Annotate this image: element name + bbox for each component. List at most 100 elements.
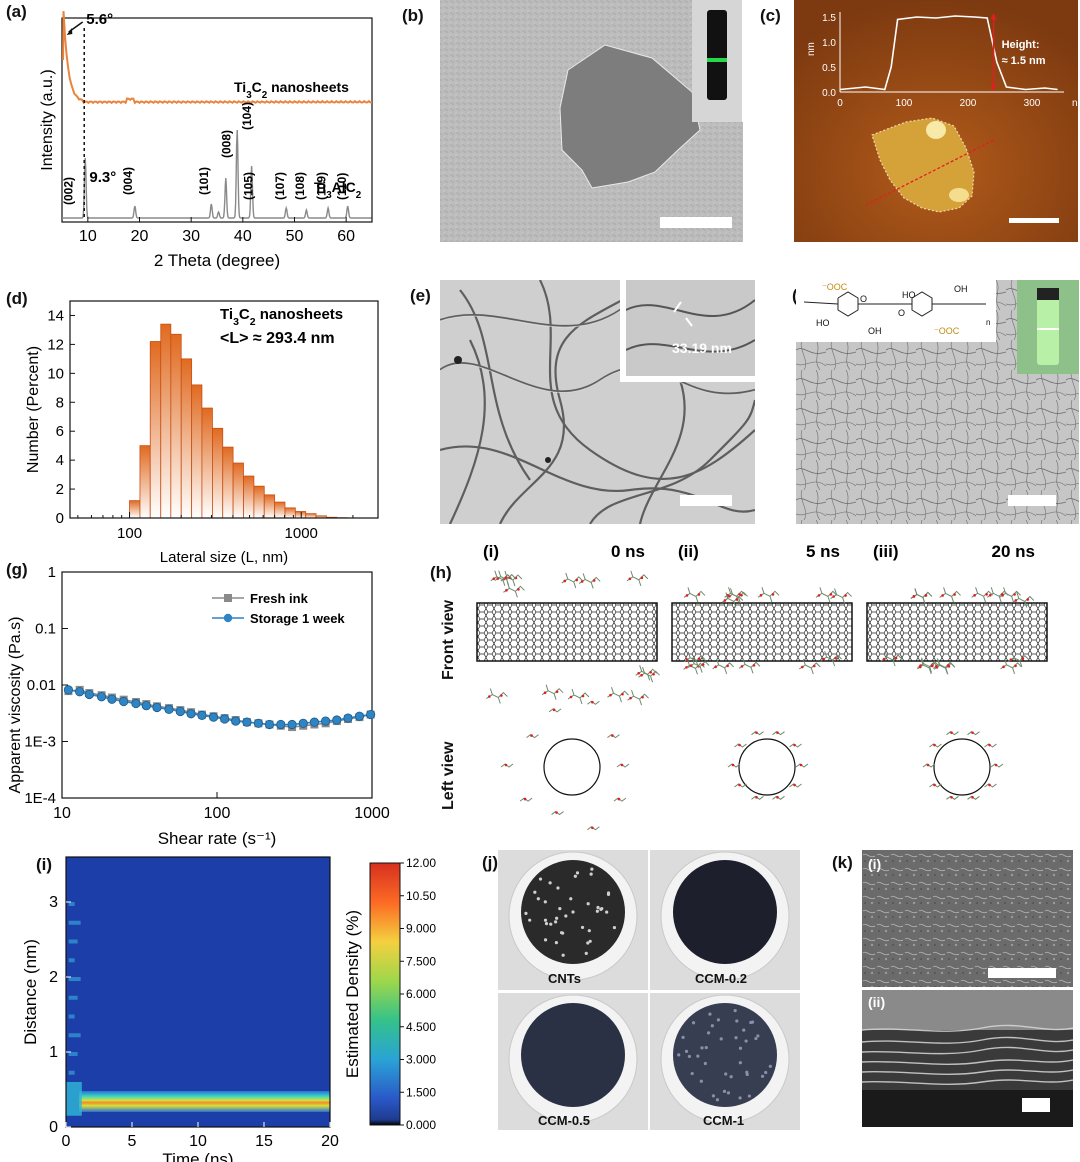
cmc-molecule-side <box>922 763 936 768</box>
y-axis-label: nm <box>806 42 817 56</box>
inset-measurement: 33.19 nm <box>672 340 732 356</box>
y-tick-label: 0.5 <box>822 63 836 74</box>
film-speckle <box>742 1028 746 1032</box>
film-speckle <box>691 1021 696 1025</box>
sample-label-ccm02: CCM-0.2 <box>695 971 748 986</box>
density-streak <box>68 920 81 925</box>
panel-label-e: (e) <box>410 286 431 305</box>
film-speckle <box>558 907 562 911</box>
cmc-molecule <box>916 658 939 675</box>
histogram-bar <box>274 501 286 519</box>
panel-k: (k) (i) <box>820 845 1080 1130</box>
y-axis-label: Number (Percent) <box>25 346 42 473</box>
cmc-molecule <box>986 587 1009 603</box>
cmc-molecule <box>687 657 710 673</box>
film-speckle <box>696 1054 700 1058</box>
density-streak <box>68 939 78 944</box>
chart-title-line1: Ti3C2 nanosheets <box>220 306 343 328</box>
cmc-molecule-side <box>734 743 747 748</box>
cmc-molecule <box>567 688 590 705</box>
histogram-bar <box>294 511 307 519</box>
film-speckle <box>589 872 593 876</box>
cmc-molecule-side <box>984 743 997 748</box>
point-storage-1-week <box>231 716 241 726</box>
x-tick-label: 0 <box>837 98 843 109</box>
point-storage-1-week <box>152 702 162 713</box>
hkl-label: (004) <box>121 167 135 195</box>
nanotube-front <box>671 602 853 662</box>
y-tick-label: 0 <box>49 1119 58 1136</box>
cmc-molecule-side <box>500 763 514 768</box>
panel-h: (h) Front view Left view (i) 0 ns (ii) 5 ns… <box>430 535 1080 840</box>
cmc-molecule-side <box>551 810 564 816</box>
cmc-molecule-side <box>795 763 809 768</box>
histogram-bar <box>263 494 276 519</box>
density-streak <box>68 1014 75 1019</box>
film-speckle <box>561 953 565 957</box>
x-tick-label: 60 <box>337 228 355 245</box>
point-storage-1-week <box>242 717 252 727</box>
cmc-molecule <box>626 570 649 587</box>
cmc-molecule-side <box>929 783 942 788</box>
density-streak <box>68 977 81 981</box>
afm-height-profile: 0.0 0.5 1.0 1.5 0 100 200 300 nm nm Height: ≈ 1.5 n… <box>806 12 1078 109</box>
film-speckle <box>760 1074 765 1078</box>
x-tick-label: 30 <box>182 228 200 245</box>
film-speckle <box>580 925 585 930</box>
cmc-molecule <box>726 588 748 604</box>
cmc-molecule <box>820 650 842 667</box>
cmc-molecule-side <box>967 795 980 800</box>
film-speckle <box>548 881 552 885</box>
point-storage-1-week <box>220 714 230 724</box>
x-axis-label: Time (ns) <box>162 1150 233 1162</box>
film-speckle <box>681 1035 685 1039</box>
height-arrow-bottom <box>990 84 997 91</box>
point-storage-1-week <box>96 692 107 702</box>
film-speckle <box>543 938 548 942</box>
formula-label-oh1: OH <box>868 326 882 336</box>
x-axis-label: Shear rate (s⁻¹) <box>158 829 277 848</box>
scale-bar <box>1009 218 1059 223</box>
x-tick-label: 1000 <box>285 525 318 542</box>
film-speckle <box>528 918 532 922</box>
panel-i-heatmap: (i) 0 5 10 15 20 0 1 2 3 Time (ns) Distance (nm) 12… <box>0 845 460 1162</box>
film-speckle <box>768 1064 772 1068</box>
size-histogram: 0 2 4 6 8 10 12 14 100 1000 Lateral size (L, nm) Nu… <box>25 300 379 565</box>
cmc-molecule-side <box>929 743 942 748</box>
y-tick-label: 8 <box>56 394 64 411</box>
point-storage-1-week <box>276 719 286 730</box>
peak-arrow-head <box>66 28 73 35</box>
cmc-molecule <box>999 587 1021 603</box>
film-speckle <box>734 1036 738 1040</box>
y-tick-label: 0.0 <box>822 88 836 99</box>
panel-label-a: (a) <box>6 2 27 21</box>
histogram-bar <box>201 407 213 519</box>
colorbar-tick-label: 3.000 <box>406 1053 436 1067</box>
hkl-label: (008) <box>219 130 233 158</box>
xrd-chart: 5.6° 9.3° Ti3C2 nanosheets Ti3AlC2 (002) (004… <box>39 11 373 270</box>
cmc-molecule <box>683 651 706 667</box>
cmc-molecule <box>757 587 780 603</box>
y-axis-label: Apparent viscosity (Pa.s) <box>7 617 24 794</box>
cnt-tem-image: 33.19 nm <box>440 280 755 524</box>
histogram-bar <box>191 384 203 519</box>
plot-frame <box>61 571 373 799</box>
cmc-molecule-side <box>734 783 747 788</box>
colorbar-tick-label: 1.500 <box>406 1085 436 1099</box>
x-tick-label: 300 <box>1024 98 1041 109</box>
series-ti3c2-nanosheets <box>62 11 372 105</box>
point-storage-1-week <box>75 687 85 697</box>
height-arrow-top <box>990 13 997 20</box>
density-initial <box>66 1082 82 1116</box>
scale-bar <box>1022 1098 1050 1112</box>
nanotube-cross-section <box>543 738 601 796</box>
film-speckle <box>549 922 553 926</box>
y-tick-label: 6 <box>56 423 64 440</box>
panel-label-b: (b) <box>402 6 424 25</box>
point-storage-1-week <box>186 709 196 719</box>
hkl-label: (101) <box>197 167 211 195</box>
panel-b: (b) <box>400 0 745 245</box>
formula-label-o2: O <box>898 308 906 318</box>
viscosity-chart: 1E-4 1E-3 0.01 0.1 1 10 100 1000 Shear rate (s⁻¹… <box>7 564 390 848</box>
sample-film <box>673 860 777 964</box>
